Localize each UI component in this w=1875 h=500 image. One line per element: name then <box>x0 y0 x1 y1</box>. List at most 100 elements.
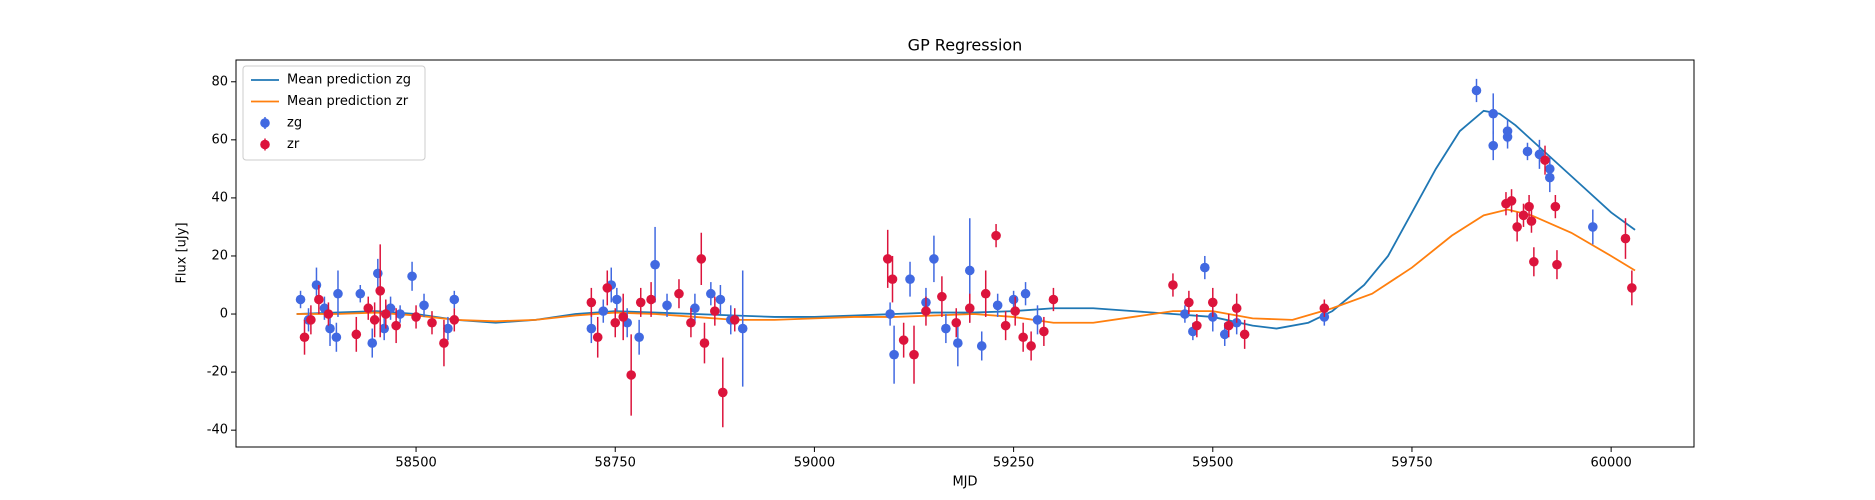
data-point <box>674 288 684 299</box>
data-point <box>1039 326 1049 337</box>
data-point <box>1518 210 1529 221</box>
x-tick-label: 59000 <box>794 456 835 471</box>
data-point <box>323 309 334 319</box>
data-point <box>887 274 898 284</box>
data-point <box>921 306 931 316</box>
data-point <box>379 323 389 334</box>
y-tick-label: -40 <box>207 423 228 438</box>
data-point <box>1544 172 1555 183</box>
data-point <box>1231 303 1242 314</box>
data-point <box>333 288 343 299</box>
data-point <box>980 288 991 299</box>
data-point <box>1620 233 1631 244</box>
data-point <box>443 323 453 334</box>
data-point <box>419 300 429 311</box>
data-point <box>367 338 378 348</box>
data-point <box>1207 297 1218 308</box>
data-point <box>1239 329 1250 340</box>
data-point <box>991 230 1001 241</box>
data-point <box>1588 222 1598 232</box>
mean-line <box>296 109 1636 330</box>
data-point <box>355 288 366 299</box>
data-point <box>646 294 656 305</box>
data-point <box>1048 294 1059 305</box>
data-point <box>905 274 915 284</box>
data-point <box>306 315 316 325</box>
chart-title: GP Regression <box>908 36 1023 55</box>
x-tick-label: 60000 <box>1590 456 1631 471</box>
data-point <box>395 309 405 319</box>
data-point <box>634 332 644 343</box>
data-point <box>1488 140 1499 151</box>
x-tick-label: 59500 <box>1192 456 1233 471</box>
data-point <box>1540 155 1550 165</box>
data-point <box>351 329 362 340</box>
data-point <box>375 286 386 296</box>
data-point <box>1512 222 1522 232</box>
legend-label: Mean prediction zr <box>287 94 409 109</box>
data-point <box>909 349 919 360</box>
data-point <box>602 283 613 293</box>
data-point <box>586 297 597 308</box>
data-point <box>976 341 987 351</box>
data-point <box>618 312 629 322</box>
data-point <box>369 315 380 325</box>
data-point <box>449 315 460 325</box>
y-axis-label: Flux [uJy] <box>175 222 190 283</box>
data-point <box>964 265 975 276</box>
legend-marker <box>260 118 270 128</box>
data-point <box>1018 332 1028 343</box>
data-point <box>1008 294 1019 305</box>
data-point <box>992 300 1003 311</box>
data-point <box>696 254 707 264</box>
data-point <box>1032 315 1043 325</box>
y-tick-label: -20 <box>207 365 228 380</box>
data-point <box>1506 196 1517 206</box>
data-point <box>391 320 401 331</box>
x-tick-label: 58750 <box>595 456 636 471</box>
data-point <box>898 335 909 345</box>
y-tick-label: 60 <box>211 132 228 147</box>
legend-label: zr <box>287 137 300 152</box>
y-tick-label: 20 <box>211 248 228 263</box>
data-point <box>1488 108 1499 119</box>
data-point <box>1522 146 1533 157</box>
data-point <box>1000 320 1011 331</box>
data-point <box>690 303 700 314</box>
data-point <box>964 303 975 314</box>
x-tick-label: 59750 <box>1391 456 1432 471</box>
data-point <box>941 323 951 334</box>
data-point <box>1184 297 1194 308</box>
data-point <box>717 387 728 398</box>
x-tick-label: 58500 <box>395 456 436 471</box>
legend-label: Mean prediction zg <box>287 73 411 88</box>
data-point <box>885 309 895 319</box>
data-point <box>710 306 720 316</box>
data-point <box>311 280 322 290</box>
data-point <box>1219 329 1230 340</box>
data-point <box>1020 288 1031 299</box>
legend-label: zg <box>287 116 302 131</box>
data-point <box>439 338 449 348</box>
data-point <box>1223 320 1234 331</box>
data-point <box>929 254 939 264</box>
data-point <box>1526 216 1537 226</box>
data-point <box>1529 256 1539 267</box>
data-point <box>1471 85 1482 96</box>
data-point <box>325 323 335 334</box>
data-point <box>706 288 716 299</box>
data-point <box>1550 201 1561 212</box>
data-point <box>1552 259 1562 270</box>
data-point <box>331 332 342 343</box>
data-point <box>737 323 748 334</box>
data-point <box>427 317 437 328</box>
data-point <box>729 315 740 325</box>
data-point <box>1200 262 1210 273</box>
plot-area <box>295 78 1637 428</box>
data-point <box>610 317 621 328</box>
data-point <box>314 294 324 305</box>
data-point <box>951 317 962 328</box>
data-point <box>937 291 947 302</box>
data-point <box>699 338 710 348</box>
data-point <box>586 323 597 334</box>
